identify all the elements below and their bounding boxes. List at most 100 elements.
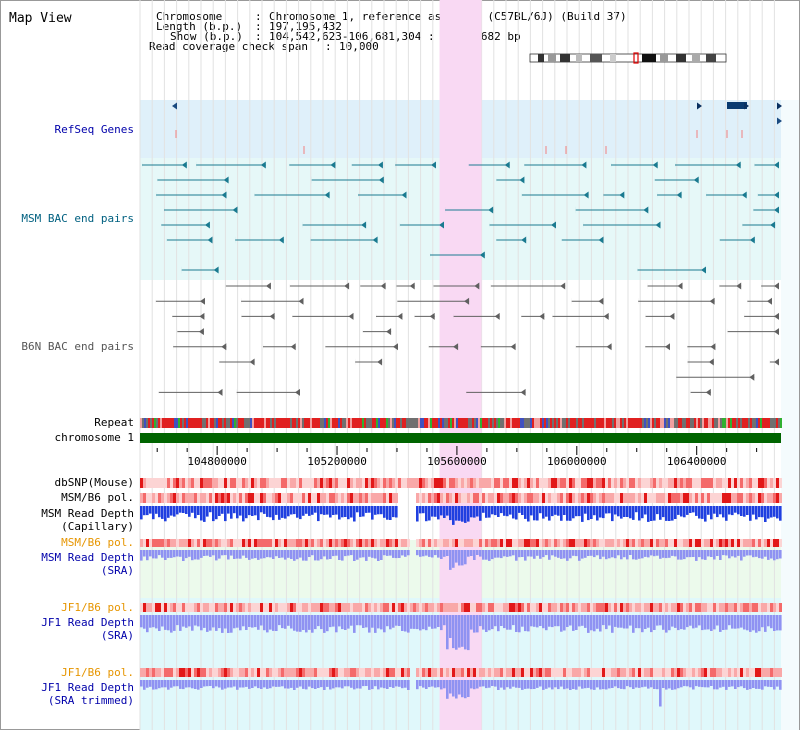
repeat-segment (500, 418, 502, 428)
jf1-depth-sra-bar (680, 615, 683, 630)
jf1-depth-sra-bar (635, 615, 638, 629)
msm-depth-sra-bar (437, 550, 440, 558)
jf1-depth-trim-bar (584, 680, 587, 689)
msm-depth-sra-bar (527, 550, 530, 557)
label-msm-bac[interactable]: MSM BAC end pairs (21, 212, 134, 225)
jf1-depth-sra-bar (539, 615, 542, 626)
msm-b6-pol2-cell (311, 539, 314, 547)
repeat-segment (692, 418, 694, 428)
chromosome-ideogram[interactable] (529, 52, 727, 64)
label-b6n-bac[interactable]: B6N BAC end pairs (21, 340, 134, 353)
dbsnp-cell (434, 478, 437, 488)
msm-b6-pol2-cell (221, 539, 224, 547)
dbsnp-cell (380, 478, 383, 488)
jf1-depth-trim-bar (506, 680, 509, 688)
msm-b6-pol-cell (497, 493, 500, 503)
msm-b6-pol2-cell (248, 539, 251, 547)
dbsnp-cell (503, 478, 506, 488)
msm-b6-pol-cell (554, 493, 557, 503)
jf1-b6-pol-cell (707, 603, 710, 612)
jf1-depth-sra-bar (317, 615, 320, 627)
jf1-b6-pol-cell (197, 603, 200, 612)
jf1-depth-trim-bar (773, 680, 776, 690)
jf1-depth-trim-bar (749, 680, 752, 690)
repeat-segment (448, 418, 450, 428)
msm-depth-sra-bar (248, 550, 251, 560)
dbsnp-cell (485, 478, 488, 488)
repeat-segment (538, 418, 540, 428)
jf1-depth-trim-bar (551, 680, 554, 690)
dbsnp-cell (575, 478, 578, 488)
msm-depth-sra-bar (629, 550, 632, 555)
msm-depth-cap-bar (248, 506, 251, 516)
msm-b6-pol-cell (245, 493, 248, 503)
dbsnp-cell (464, 478, 467, 488)
msm-b6-pol2-cell (503, 539, 506, 547)
repeat-segment (282, 418, 284, 428)
jf1-depth-trim-bar (275, 680, 278, 687)
jf1-depth-trim-bar (734, 680, 737, 689)
repeat-segment (576, 418, 578, 428)
msm-depth-cap-bar (269, 506, 272, 518)
jf1-b6-pol2-cell (710, 668, 713, 677)
jf1-depth-sra-bar (182, 615, 185, 627)
repeat-segment (354, 418, 356, 428)
msm-b6-pol2-cell (179, 539, 182, 547)
jf1-b6-pol2-cell (578, 668, 581, 677)
msm-depth-sra-bar (677, 550, 680, 560)
jf1-b6-pol-cell (173, 603, 176, 612)
repeat-segment (678, 418, 680, 428)
feature-tracks[interactable] (142, 102, 782, 396)
msm-depth-cap-bar (221, 506, 224, 514)
msm-b6-pol2-cell (161, 539, 164, 547)
jf1-b6-pol2-cell (587, 668, 590, 677)
jf1-b6-pol2-cell (272, 668, 275, 677)
repeat-segment (220, 418, 222, 428)
label-jf1-depth-sra-1: JF1 Read Depth (41, 616, 134, 629)
jf1-depth-trim-bar (629, 680, 632, 688)
msm-b6-pol2-cell (626, 539, 629, 547)
dbsnp-cell (215, 478, 218, 488)
b6n-bac-pair-end (708, 358, 714, 366)
b6n-bac-pair-end (344, 282, 350, 290)
msm-depth-sra-bar (260, 550, 263, 559)
jf1-depth-trim-bar (344, 680, 347, 687)
msm-depth-cap-bar (689, 506, 692, 513)
msm-depth-cap-bar (362, 506, 365, 517)
dbsnp-cell (266, 478, 269, 488)
jf1-depth-trim-bar (323, 680, 326, 690)
msm-b6-pol-cell (176, 493, 179, 503)
jf1-depth-sra-bar (200, 615, 203, 631)
msm-b6-pol2-cell (716, 539, 719, 547)
jf1-depth-sra-bar (596, 615, 599, 629)
jf1-depth-sra-bar (701, 615, 704, 631)
jf1-b6-pol2-cell (608, 668, 611, 677)
repeat-segment (322, 418, 324, 428)
jf1-depth-trim-bar (494, 680, 497, 687)
msm-b6-pol2-cell (575, 539, 578, 547)
msm-depth-sra-bar (686, 550, 689, 558)
jf1-b6-pol2-cell (326, 668, 329, 677)
msm-b6-pol-cell (641, 493, 644, 503)
msm-depth-cap-bar (356, 506, 359, 513)
jf1-depth-sra-bar (662, 615, 665, 630)
jf1-depth-trim-bar (569, 680, 572, 690)
label-refseq-genes[interactable]: RefSeq Genes (55, 123, 134, 136)
dbsnp-cell (752, 478, 755, 488)
jf1-b6-pol-cell (275, 603, 278, 612)
jf1-b6-pol-cell (632, 603, 635, 612)
jf1-b6-pol2-cell (170, 668, 173, 677)
jf1-depth-sra-bar (611, 615, 614, 633)
dbsnp-cell (242, 478, 245, 488)
label-chromosome: chromosome 1 (55, 431, 134, 444)
jf1-b6-pol-cell (566, 603, 569, 612)
msm-depth-sra-bar (356, 550, 359, 560)
msm-depth-cap-bar (299, 506, 302, 520)
msm-depth-cap-bar (680, 506, 683, 517)
msm-b6-pol2-cell (170, 539, 173, 547)
jf1-b6-pol2-cell (644, 668, 647, 677)
repeat-segment (434, 418, 436, 428)
jf1-depth-trim-bar (296, 680, 299, 688)
msm-b6-pol-cell (548, 493, 551, 503)
